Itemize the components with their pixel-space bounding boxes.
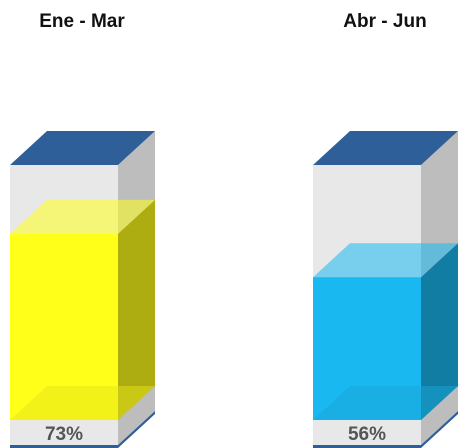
fill-top <box>313 243 458 278</box>
fill-bottom <box>10 386 155 420</box>
category-label: Abr - Jun <box>343 11 426 32</box>
fill-side <box>118 199 155 420</box>
value-label: 56% <box>348 424 386 445</box>
value-label: 73% <box>45 424 83 445</box>
fill-bottom <box>313 386 458 420</box>
category-label: Ene - Mar <box>39 11 125 32</box>
fill-top <box>10 199 155 234</box>
container-top <box>313 131 458 165</box>
fill-side <box>421 243 458 420</box>
container-top <box>10 131 155 165</box>
